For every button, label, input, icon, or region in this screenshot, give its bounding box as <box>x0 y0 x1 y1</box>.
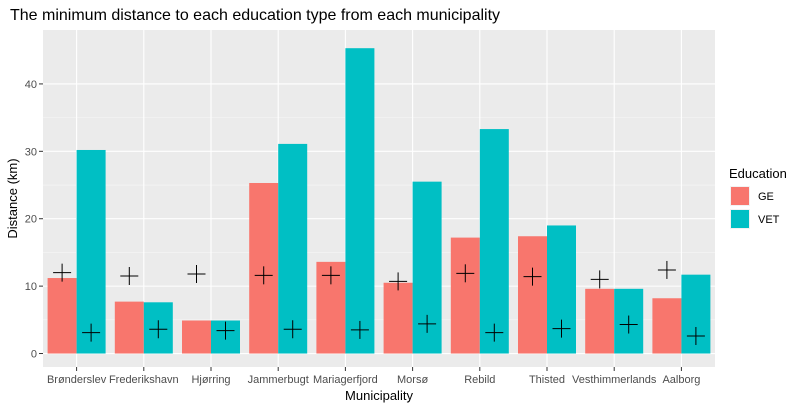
point-markers <box>53 260 705 345</box>
y-tick-label: 40 <box>25 79 37 91</box>
x-axis: Brønderslev Frederikshavn Hjørring Jammerbu… <box>47 367 700 386</box>
marker-point <box>149 320 168 339</box>
bar-ge <box>652 298 682 354</box>
x-tick-label: Thisted <box>529 374 565 386</box>
bar-vet <box>345 48 375 354</box>
x-tick-label: Morsø <box>397 374 428 386</box>
legend: Education GE VET <box>729 166 787 229</box>
bar-ge <box>47 278 77 354</box>
bar-vet <box>278 143 308 354</box>
marker-point <box>254 266 273 285</box>
x-tick-label: Vesthimmerlands <box>572 374 657 386</box>
marker-point <box>350 320 369 339</box>
marker-point <box>187 264 206 283</box>
bar-vet <box>76 149 106 354</box>
marker-point <box>53 263 72 282</box>
marker-point <box>619 315 638 334</box>
marker-point <box>321 266 340 285</box>
legend-swatch-ge <box>731 187 749 205</box>
chart-title: The minimum distance to each education t… <box>10 7 500 24</box>
marker-point <box>686 326 705 345</box>
bars <box>47 48 711 354</box>
marker-point <box>590 270 609 289</box>
x-tick-label: Rebild <box>464 374 495 386</box>
x-tick-label: Aalborg <box>662 374 700 386</box>
y-axis: 0 10 20 30 40 <box>25 79 43 361</box>
marker-point <box>216 321 235 340</box>
marker-point <box>485 323 504 342</box>
bar-ge <box>518 236 547 354</box>
marker-point <box>456 264 475 283</box>
y-tick-label: 10 <box>25 281 37 293</box>
y-tick-label: 20 <box>25 214 37 226</box>
marker-point <box>418 314 437 333</box>
bar-vet <box>479 129 509 354</box>
x-tick-label: Brønderslev <box>47 374 107 386</box>
y-tick-label: 30 <box>25 146 37 158</box>
y-axis-title: Distance (km) <box>5 158 20 238</box>
marker-point <box>389 272 408 291</box>
marker-point <box>552 319 571 338</box>
bar-ge <box>383 282 413 354</box>
marker-point <box>120 267 139 286</box>
bar-ge <box>585 288 615 354</box>
x-tick-label: Frederikshavn <box>109 374 179 386</box>
y-tick-label: 0 <box>31 349 37 361</box>
marker-point <box>82 323 101 342</box>
bar-ge <box>182 320 211 354</box>
x-tick-label: Hjørring <box>191 374 230 386</box>
x-axis-title: Municipality <box>345 388 413 403</box>
legend-swatch-vet <box>731 210 749 228</box>
legend-title: Education <box>729 166 787 181</box>
x-tick-label: Mariagerfjord <box>313 374 378 386</box>
x-tick-label: Jammerbugt <box>248 374 309 386</box>
marker-point <box>283 320 302 339</box>
marker-point <box>523 267 542 286</box>
bar-ge <box>450 237 480 354</box>
marker-point <box>657 260 676 279</box>
legend-label-vet: VET <box>758 214 780 226</box>
bar-ge <box>114 301 144 354</box>
legend-label-ge: GE <box>758 191 774 203</box>
